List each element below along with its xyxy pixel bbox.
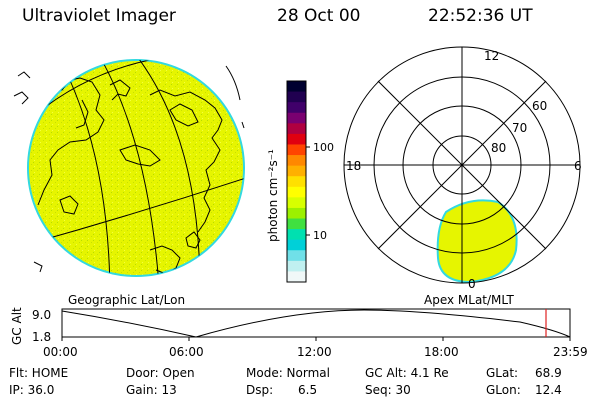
altitude-x-label-1800: 18:00 xyxy=(424,345,459,359)
dsp-label: Dsp: xyxy=(246,383,274,397)
colorbar-tick-label-high: 100 xyxy=(313,141,334,154)
observation-time: 22:52:36 UT xyxy=(428,6,533,26)
polar-diagonal-2 xyxy=(377,80,547,250)
colorbar-swatch xyxy=(287,271,306,283)
instrument-title: Ultraviolet Imager xyxy=(22,6,176,26)
colorbar-swatches xyxy=(287,81,306,283)
emission-texture xyxy=(28,60,244,276)
dsp-value: 6.5 xyxy=(298,383,318,397)
polar-plot: 12 18 6 0 60 70 80 xyxy=(343,46,582,291)
colorbar-swatch xyxy=(287,229,306,241)
mlat-label-70: 70 xyxy=(512,121,527,135)
colorbar-swatch xyxy=(287,186,306,198)
altitude-plot-frame xyxy=(61,308,571,338)
mlt-label-left: 18 xyxy=(346,159,361,173)
right-panel-caption: Apex MLat/MLT xyxy=(424,293,514,307)
gc-altitude: GC Alt: 4.1 Re xyxy=(365,366,449,380)
colorbar-swatch xyxy=(287,165,306,177)
sequence-number: Seq: 30 xyxy=(365,383,411,397)
altitude-x-label-0000: 00:00 xyxy=(43,345,78,359)
left-panel-caption: Geographic Lat/Lon xyxy=(68,293,186,307)
colorbar-swatch xyxy=(287,91,306,103)
mlat-label-80: 80 xyxy=(491,141,506,155)
colorbar-swatch xyxy=(287,133,306,145)
auroral-oval-emission xyxy=(436,199,518,283)
colorbar-swatch xyxy=(287,176,306,188)
colorbar-unit-label: photon cm⁻²s⁻¹ xyxy=(266,149,280,242)
door-status: Door: Open xyxy=(126,366,195,380)
altitude-x-label-1200: 12:00 xyxy=(297,345,332,359)
colorbar-swatch xyxy=(287,207,306,220)
colorbar-swatch xyxy=(287,250,306,262)
observation-date: 28 Oct 00 xyxy=(277,6,361,26)
colorbar-tick-label-low: 10 xyxy=(313,229,327,242)
mode-status: Mode: Normal xyxy=(246,366,330,380)
colorbar-swatch xyxy=(287,102,306,114)
altitude-y-axis-title: GC Alt xyxy=(10,307,24,345)
disk-rim xyxy=(27,59,245,277)
colorbar-swatch xyxy=(287,123,306,135)
mlt-label-right: 6 xyxy=(574,159,582,173)
colorbar-swatch xyxy=(287,155,306,167)
mlt-label-top: 12 xyxy=(484,49,499,63)
gain-value: Gain: 13 xyxy=(126,383,177,397)
ip-value: IP: 36.0 xyxy=(9,383,55,397)
geographic-map xyxy=(13,59,245,277)
altitude-y-max: 9.0 xyxy=(32,308,51,322)
altitude-x-label-2359: 23:59 xyxy=(553,345,588,359)
glat-value: 68.9 xyxy=(535,366,562,380)
altitude-y-min: 1.8 xyxy=(32,330,51,344)
colorbar-swatch xyxy=(287,144,306,156)
colorbar-swatch xyxy=(287,260,306,272)
colorbar-swatch xyxy=(287,112,306,124)
colorbar-swatch xyxy=(287,81,306,93)
mlat-label-60: 60 xyxy=(532,99,547,113)
colorbar-swatch xyxy=(287,239,306,251)
altitude-curve xyxy=(61,309,571,338)
glat-label: GLat: xyxy=(486,366,519,380)
altitude-plot: GC Alt 9.0 1.8 xyxy=(10,307,571,345)
glon-value: 12.4 xyxy=(535,383,562,397)
offdisk-outlines xyxy=(13,65,245,273)
colorbar-frame xyxy=(286,80,307,283)
colorbar-swatch xyxy=(287,218,306,230)
glon-label: GLon: xyxy=(486,383,521,397)
altitude-x-ticks xyxy=(61,337,571,341)
flight-status: Flt: HOME xyxy=(9,366,69,380)
mlt-label-bottom: 0 xyxy=(468,277,476,291)
colorbar-swatch xyxy=(287,197,306,209)
altitude-x-label-0600: 06:00 xyxy=(169,345,204,359)
colorbar: 100 10 photon cm⁻²s⁻¹ xyxy=(266,80,334,283)
